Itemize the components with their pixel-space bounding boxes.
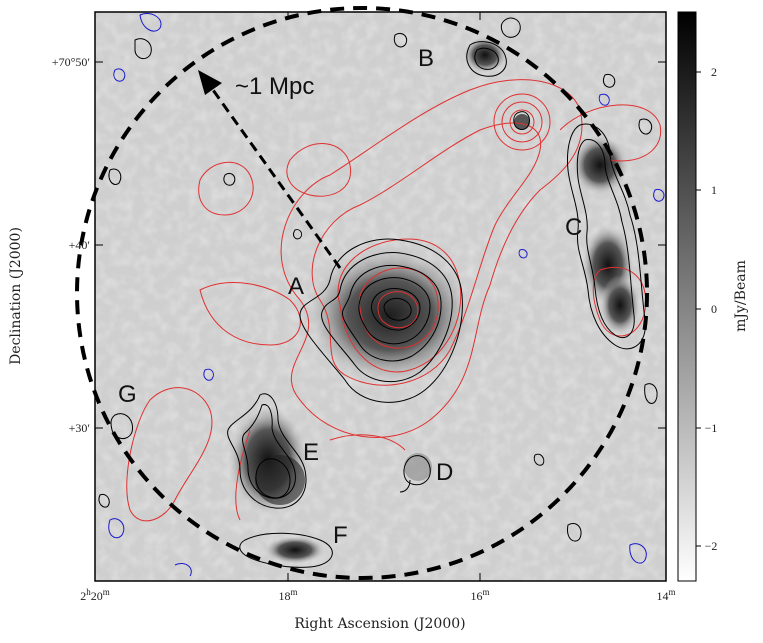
- source-label-b: B: [418, 45, 434, 72]
- y-tick-label: +30′: [69, 421, 91, 435]
- source-label-g: G: [118, 381, 137, 408]
- x-tick-label: 14m: [656, 587, 675, 603]
- colorbar-ticks: [696, 71, 701, 547]
- source-label-d: D: [436, 459, 453, 486]
- scale-arrow: [198, 70, 342, 269]
- x-tick-label: 18m: [278, 587, 297, 603]
- y-tick-label: +70°50′: [52, 55, 91, 69]
- x-tick-label: 2h20m: [80, 587, 110, 603]
- source-label-f: F: [333, 522, 348, 549]
- scale-label: ~1 Mpc: [235, 73, 314, 100]
- x-tick-label: 16m: [470, 587, 489, 603]
- x-axis-title: Right Ascension (J2000): [294, 616, 465, 632]
- colorbar-title: mJy/Beam: [733, 260, 749, 332]
- xray-contours: [126, 79, 662, 522]
- colorbar-tick-label: 1: [711, 183, 717, 197]
- colorbar-tick-label: 2: [711, 65, 717, 79]
- colorbar-tick-label: −2: [705, 539, 718, 553]
- colorbar-tick-label: −1: [705, 421, 718, 435]
- y-tick-label: +40′: [69, 238, 91, 252]
- negative-contours: [108, 13, 665, 577]
- plot-frame: [94, 11, 667, 582]
- colorbar: [677, 11, 697, 582]
- virial-radius-circle: [75, 6, 649, 580]
- y-axis-title: Declination (J2000): [8, 227, 24, 365]
- radio-contours: [98, 17, 658, 568]
- source-label-c: C: [565, 214, 582, 241]
- source-label-e: E: [303, 439, 319, 466]
- source-label-a: A: [288, 273, 304, 300]
- colorbar-tick-label: 0: [711, 302, 717, 316]
- tick-marks: [95, 12, 666, 581]
